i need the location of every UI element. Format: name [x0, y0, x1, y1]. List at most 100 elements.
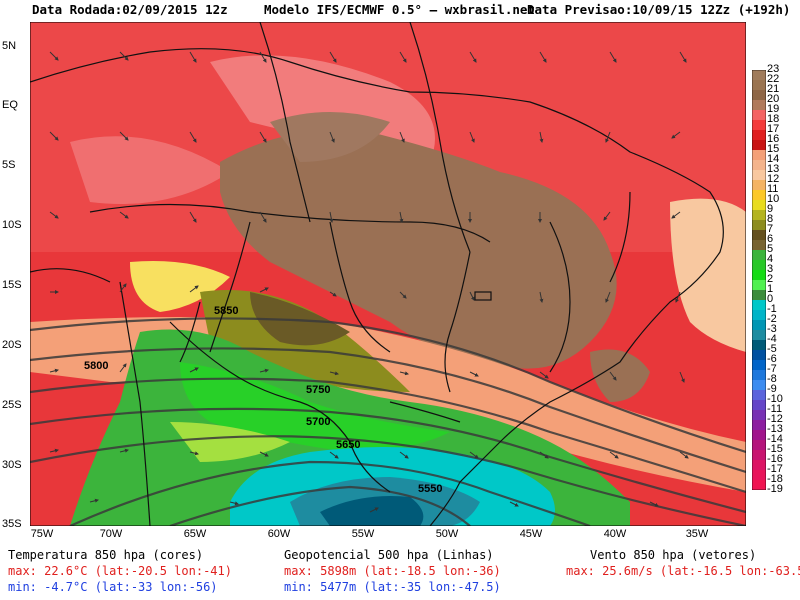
colorbar-label: 23 [767, 63, 780, 75]
colorbar-label: 12 [767, 173, 780, 185]
colorbar-label: -15 [767, 443, 783, 455]
colorbar-label: -8 [767, 373, 777, 385]
colorbar-label: -6 [767, 353, 777, 365]
colorbar-label: -14 [767, 433, 783, 445]
lat-label-25s: 25S [2, 399, 22, 411]
lat-label-10s: 10S [2, 219, 22, 231]
lon-label-45w: 45W [519, 528, 543, 540]
colorbar-label: 14 [767, 153, 780, 165]
weather-map: 5850 5800 5750 5700 5650 5550 [30, 22, 746, 526]
colorbar-swatch [752, 450, 766, 461]
colorbar-label: -3 [767, 323, 777, 335]
colorbar-label: -18 [767, 473, 783, 485]
run-date: Data Rodada:02/09/2015 12z [32, 2, 228, 17]
colorbar-swatch [752, 150, 766, 161]
lat-label-5n: 5N [2, 40, 17, 52]
colorbar-swatch [752, 100, 766, 111]
colorbar-label: 17 [767, 123, 780, 135]
colorbar-label: 20 [767, 93, 780, 105]
temp-zone-yellow [130, 261, 230, 312]
lat-label-35s: 35S [2, 518, 22, 530]
temp-core-brown [590, 349, 650, 402]
colorbar-swatch [752, 210, 766, 221]
lon-label-70w: 70W [99, 528, 123, 540]
colorbar-label: -2 [767, 313, 777, 325]
colorbar-swatch [752, 90, 766, 101]
colorbar-swatch [752, 190, 766, 201]
colorbar-swatch [752, 390, 766, 401]
colorbar-label: 10 [767, 193, 780, 205]
colorbar [752, 70, 766, 490]
colorbar-label: -7 [767, 363, 777, 375]
contour-label-5700: 5700 [306, 416, 330, 428]
colorbar-label: 4 [767, 253, 774, 265]
lon-label-40w: 40W [603, 528, 627, 540]
colorbar-label: 8 [767, 213, 774, 225]
colorbar-swatch [752, 220, 766, 231]
colorbar-swatch [752, 80, 766, 91]
colorbar-swatch [752, 70, 766, 81]
lon-label-35w: 35W [685, 528, 709, 540]
colorbar-swatch [752, 320, 766, 331]
colorbar-swatch [752, 270, 766, 281]
colorbar-label: -13 [767, 423, 783, 435]
colorbar-label: -1 [767, 303, 777, 315]
colorbar-swatch [752, 340, 766, 351]
temp-legend-title: Temperatura 850 hpa (cores) [8, 548, 204, 562]
colorbar-swatch [752, 370, 766, 381]
colorbar-swatch [752, 290, 766, 301]
colorbar-swatch [752, 310, 766, 321]
colorbar-label: 7 [767, 223, 774, 235]
colorbar-label: -4 [767, 333, 777, 345]
contour-label-5650: 5650 [336, 439, 360, 451]
colorbar-swatch [752, 300, 766, 311]
colorbar-label: 22 [767, 73, 780, 85]
colorbar-swatch [752, 250, 766, 261]
colorbar-label: -9 [767, 383, 777, 395]
colorbar-swatch [752, 480, 766, 490]
lon-label-55w: 55W [351, 528, 375, 540]
colorbar-label: 2 [767, 273, 774, 285]
colorbar-swatch [752, 440, 766, 451]
temp-zone-darkolive [250, 292, 350, 346]
colorbar-label: 18 [767, 113, 780, 125]
wind-vectors [49, 51, 689, 513]
temp-zone-lightgreen [180, 362, 450, 452]
colorbar-swatch [752, 200, 766, 211]
boundaries [30, 22, 724, 526]
colorbar-swatch [752, 400, 766, 411]
lon-label-75w: 75W [30, 528, 54, 540]
colorbar-label: 9 [767, 203, 774, 215]
geopotential-contours [30, 317, 746, 526]
colorbar-label: 5 [767, 243, 774, 255]
colorbar-swatch [752, 140, 766, 151]
lat-label-5s: 5S [2, 159, 16, 171]
geo-min: min: 5477m (lat:-35 lon:-47.5) [284, 580, 501, 594]
colorbar-swatch [752, 350, 766, 361]
colorbar-label: -16 [767, 453, 783, 465]
colorbar-label: -10 [767, 393, 783, 405]
geo-legend-title: Geopotencial 500 hpa (Linhas) [284, 548, 494, 562]
contour-label-5550: 5550 [418, 483, 442, 495]
colorbar-swatch [752, 460, 766, 471]
colorbar-swatch [752, 110, 766, 121]
lat-label-15s: 15S [2, 279, 22, 291]
colorbar-swatch [752, 160, 766, 171]
geo-max: max: 5898m (lat:-18.5 lon:-36) [284, 564, 501, 578]
model-title: Modelo IFS/ECMWF 0.5° – wxbrasil.net [264, 2, 535, 17]
temp-min: min: -4.7°C (lat:-33 lon:-56) [8, 580, 218, 594]
lon-label-50w: 50W [435, 528, 459, 540]
forecast-date: Data Previsao:10/09/15 12Zz (+192h) [527, 2, 791, 17]
lon-label-65w: 65W [183, 528, 207, 540]
colorbar-label: -19 [767, 483, 783, 495]
colorbar-swatch [752, 420, 766, 431]
colorbar-swatch [752, 170, 766, 181]
contour-label-5750: 5750 [306, 384, 330, 396]
temp-patch-pink [70, 136, 230, 204]
colorbar-swatch [752, 280, 766, 291]
contour-label-5850: 5850 [214, 305, 238, 317]
lon-label-60w: 60W [267, 528, 291, 540]
colorbar-label: -11 [767, 403, 783, 415]
colorbar-label: -17 [767, 463, 783, 475]
colorbar-swatch [752, 120, 766, 131]
